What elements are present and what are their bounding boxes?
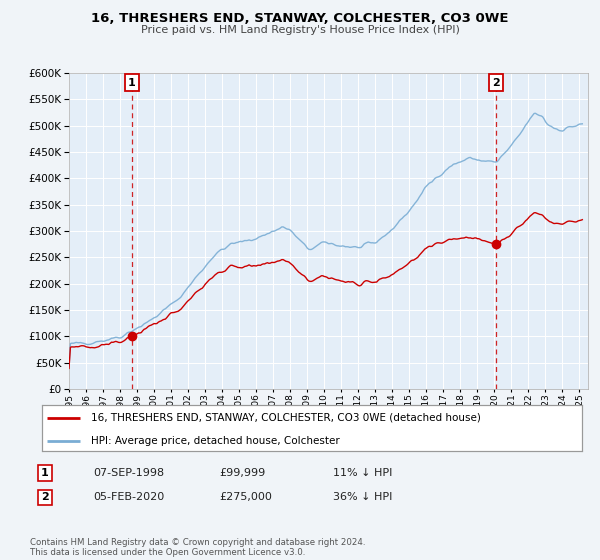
Text: 1: 1: [128, 77, 136, 87]
Text: £99,999: £99,999: [219, 468, 265, 478]
Text: Price paid vs. HM Land Registry's House Price Index (HPI): Price paid vs. HM Land Registry's House …: [140, 25, 460, 35]
Text: Contains HM Land Registry data © Crown copyright and database right 2024.
This d: Contains HM Land Registry data © Crown c…: [30, 538, 365, 557]
Text: 16, THRESHERS END, STANWAY, COLCHESTER, CO3 0WE: 16, THRESHERS END, STANWAY, COLCHESTER, …: [91, 12, 509, 25]
Text: 11% ↓ HPI: 11% ↓ HPI: [333, 468, 392, 478]
Text: £275,000: £275,000: [219, 492, 272, 502]
Text: 1: 1: [41, 468, 49, 478]
Text: 2: 2: [41, 492, 49, 502]
Text: 07-SEP-1998: 07-SEP-1998: [93, 468, 164, 478]
Text: 05-FEB-2020: 05-FEB-2020: [93, 492, 164, 502]
Text: 16, THRESHERS END, STANWAY, COLCHESTER, CO3 0WE (detached house): 16, THRESHERS END, STANWAY, COLCHESTER, …: [91, 413, 481, 423]
Text: 2: 2: [492, 77, 500, 87]
Text: HPI: Average price, detached house, Colchester: HPI: Average price, detached house, Colc…: [91, 436, 340, 446]
Text: 36% ↓ HPI: 36% ↓ HPI: [333, 492, 392, 502]
